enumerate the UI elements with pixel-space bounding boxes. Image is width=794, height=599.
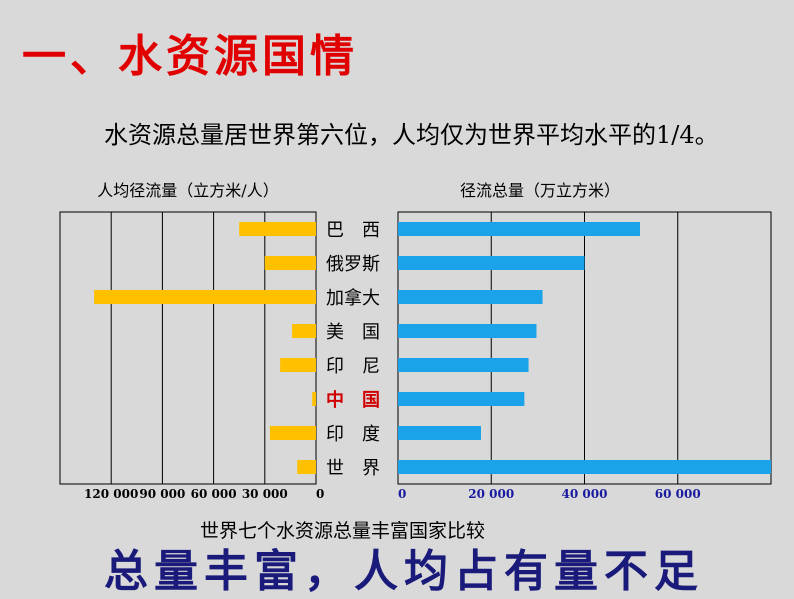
total-runoff-bar <box>398 256 585 270</box>
slide-title: 一、水资源国情 <box>22 31 358 82</box>
per-capita-bar <box>297 460 316 474</box>
total-runoff-bar <box>398 392 525 406</box>
per-capita-runoff-chart: 120 000 90 000 60 000 30 000 0 人均径流量（立方米/人） <box>59 181 324 501</box>
left-tick-label: 120 000 <box>84 487 138 501</box>
category-label: 中 国 <box>326 389 380 411</box>
per-capita-bar <box>94 290 316 304</box>
right-tick-label: 20 000 <box>468 487 514 501</box>
right-chart-title: 径流总量（万立方米） <box>460 181 620 200</box>
left-plot-frame <box>59 211 317 485</box>
right-tick-label: 60 000 <box>655 487 701 501</box>
per-capita-bar <box>269 426 316 440</box>
left-tick-label: 60 000 <box>191 487 237 501</box>
right-tick-label: 0 <box>398 487 406 501</box>
total-runoff-bar <box>398 358 529 372</box>
per-capita-bar <box>292 324 316 338</box>
left-tick-label: 0 <box>316 487 324 501</box>
category-label: 印 度 <box>326 424 380 445</box>
left-chart-title: 人均径流量（立方米/人） <box>97 181 278 200</box>
per-capita-bar <box>264 256 316 270</box>
total-runoff-bar <box>398 290 543 304</box>
left-tick-label: 90 000 <box>139 487 185 501</box>
category-label: 加拿大 <box>326 287 380 309</box>
left-tick-label: 30 000 <box>242 487 288 501</box>
total-runoff-bar <box>398 222 640 236</box>
category-label: 印 尼 <box>326 356 380 377</box>
per-capita-bar <box>239 222 316 236</box>
total-runoff-chart: 0 20 000 40 000 60 000 径流总量（万立方米） <box>397 181 772 501</box>
total-runoff-bar <box>398 324 537 338</box>
per-capita-bar <box>312 392 316 406</box>
slide-subtitle: 水资源总量居世界第六位，人均仅为世界平均水平的1/4。 <box>104 121 719 149</box>
category-label: 巴 西 <box>326 220 380 241</box>
chart-caption: 世界七个水资源总量丰富国家比较 <box>200 520 486 542</box>
total-runoff-bar <box>398 426 481 440</box>
per-capita-bar <box>280 358 316 372</box>
total-runoff-bar <box>398 460 771 474</box>
category-label: 美 国 <box>326 322 380 343</box>
right-tick-label: 40 000 <box>562 487 608 501</box>
category-label: 俄罗斯 <box>326 254 380 275</box>
conclusion-text: 总量丰富，人均占有量不足 <box>104 546 704 597</box>
category-label: 世 界 <box>326 458 380 479</box>
